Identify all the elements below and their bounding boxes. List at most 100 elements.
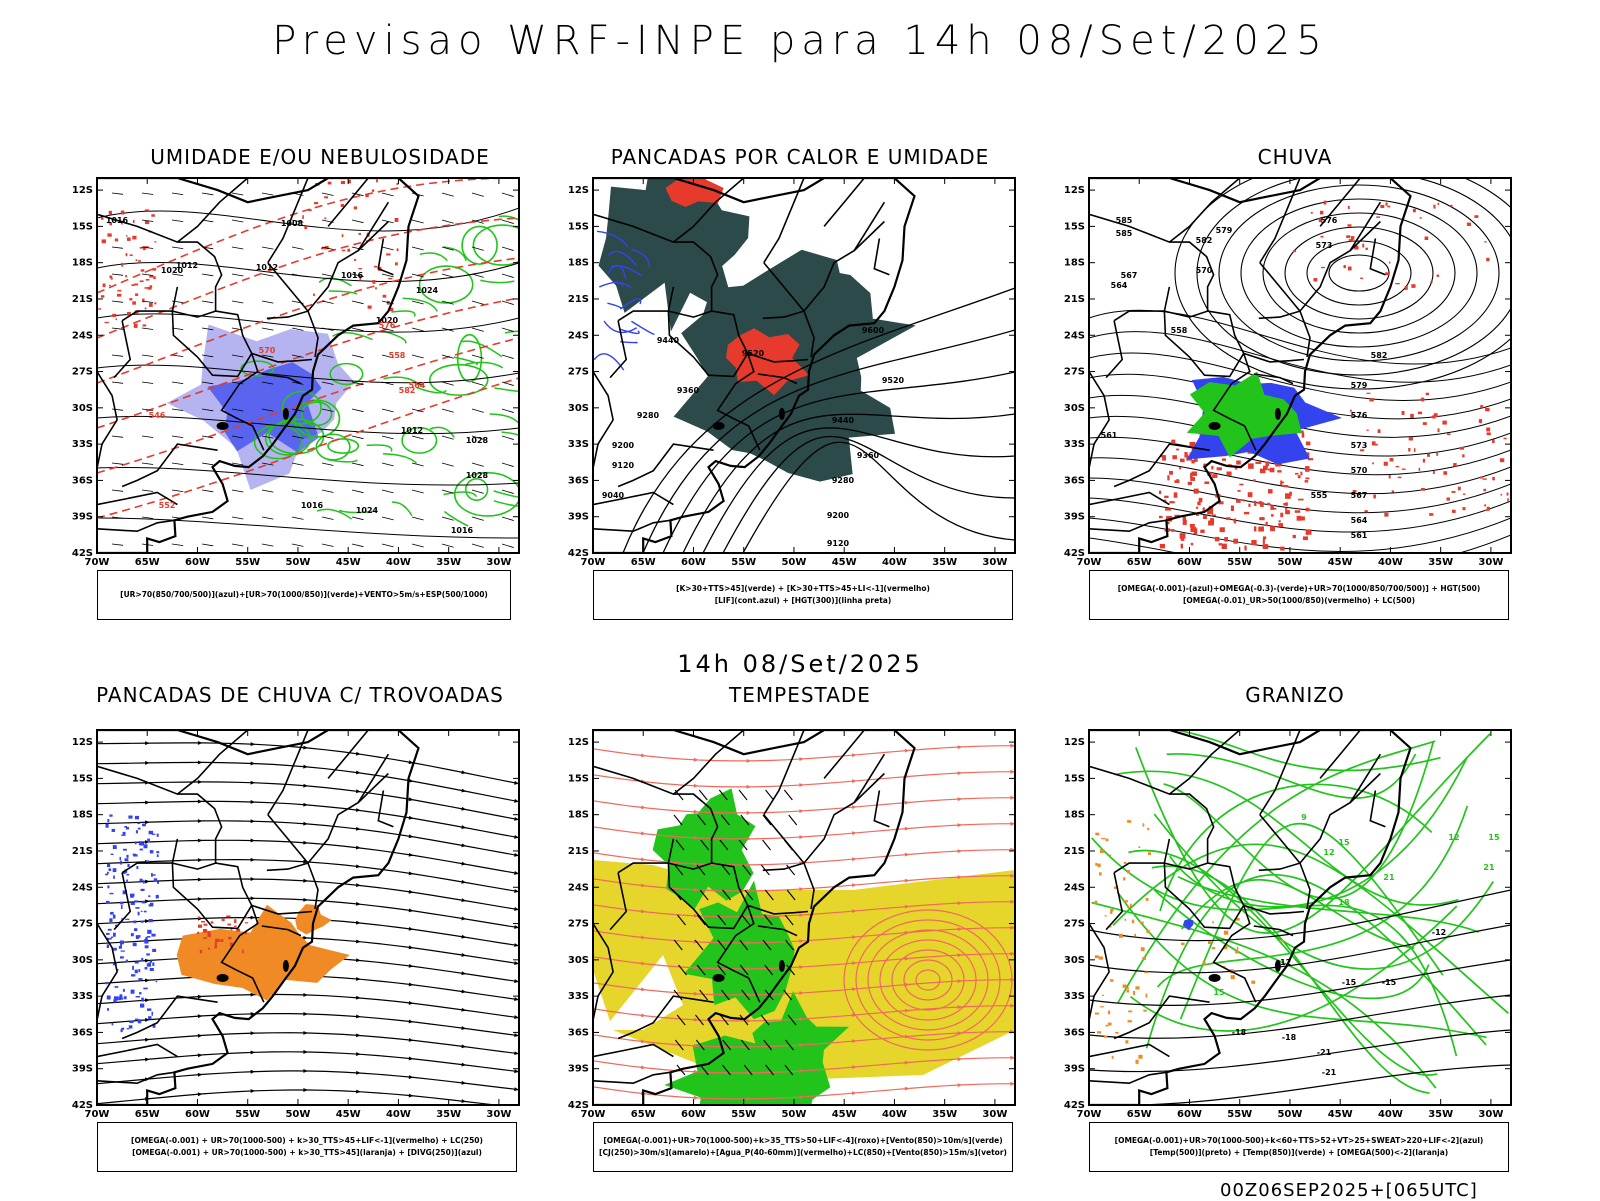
border-line <box>267 814 319 910</box>
border-line <box>121 995 218 1040</box>
contour-label: 9520 <box>742 349 765 358</box>
lon-tick-label: 55W <box>731 1109 756 1120</box>
lat-tick-label: 24S <box>1064 882 1085 893</box>
border-line <box>757 373 798 385</box>
lon-tick-label: 60W <box>1177 557 1202 568</box>
lat-tick-label: 27S <box>568 919 589 930</box>
lat-tick-label: 12S <box>1064 185 1085 196</box>
contour-label: 1016 <box>106 216 129 225</box>
contour-label: 570 <box>1351 466 1368 475</box>
lat-tick-label: 39S <box>1064 1064 1085 1075</box>
lat-tick-label: 39S <box>72 512 93 523</box>
contour-label: 579 <box>1351 381 1368 390</box>
border-line <box>593 923 614 1021</box>
lake <box>216 421 229 430</box>
lat-tick-label: 30S <box>1064 955 1085 966</box>
border-line <box>266 772 389 872</box>
lon-tick-label: 65W <box>135 557 160 568</box>
contour-label: 15 <box>1338 838 1350 847</box>
panel-chuva: CHUVA <box>1050 145 1540 635</box>
contour-label: -18 <box>1282 1033 1297 1042</box>
panel-granizo: GRANIZO <box>1050 683 1540 1173</box>
contour-label: 1016 <box>301 501 324 510</box>
border-line <box>1319 178 1361 227</box>
lat-tick-label: 15S <box>1064 773 1085 784</box>
border-line <box>97 1071 175 1085</box>
border-line <box>873 238 890 276</box>
lon-tick-label: 55W <box>1227 557 1252 568</box>
legend-trovoadas: [OMEGA(-0.001) + UR>70(1000-500) + k>30_… <box>97 1122 517 1172</box>
lon-tick-label: 55W <box>235 557 260 568</box>
border-line <box>1163 310 1245 378</box>
contour-label: 1012 <box>256 263 278 272</box>
border-line <box>1243 904 1305 915</box>
lat-tick-label: 24S <box>72 330 93 341</box>
panel-title: TEMPESTADE <box>729 683 871 707</box>
border-line <box>1089 1071 1167 1085</box>
contour-label: 1012 <box>176 261 198 270</box>
panel-trovoadas: PANCADAS DE CHUVA C/ TROVOADAS <box>55 683 545 1173</box>
lon-tick-label: 60W <box>681 1109 706 1120</box>
coastline <box>593 730 916 1105</box>
lon-tick-label: 45W <box>832 557 857 568</box>
border-line <box>1163 862 1245 930</box>
lat-tick-label: 21S <box>568 294 589 305</box>
contour-label: 21 <box>1483 863 1495 872</box>
border-line <box>1089 371 1110 469</box>
contour-label: 582 <box>1196 236 1213 245</box>
border-line <box>1089 765 1257 1003</box>
map-granizo: -12 -15 -18 -21 -12 -15 -18 -21 15 12 9 21 18 15 12 21 1… <box>1089 730 1511 1105</box>
lon-tick-label: 30W <box>982 1109 1007 1120</box>
contour-label: -12 <box>1432 928 1446 937</box>
lat-tick-label: 21S <box>72 294 93 305</box>
lat-tick-label: 15S <box>72 773 93 784</box>
contour-label: 9600 <box>862 326 885 335</box>
panel-title: CHUVA <box>1257 145 1333 169</box>
lat-tick-label: 39S <box>568 512 589 523</box>
contour-label: 558 <box>389 351 406 360</box>
legend-pancadas-calor: [K>30+TTS>45](verde) + [K>30+TTS>45+LI<-… <box>593 570 1013 620</box>
legend-line: [OMEGA(-0.01)_UR>50(1000/850)(vermelho) … <box>1182 596 1416 605</box>
border-line <box>762 772 885 872</box>
contour-label: 9200 <box>827 511 850 520</box>
border-line <box>1113 286 1171 322</box>
lon-tick-label: 65W <box>631 557 656 568</box>
contour-label: 561 <box>1101 431 1118 440</box>
border-line <box>1105 872 1124 931</box>
lat-tick-label: 36S <box>72 1027 93 1038</box>
coastline <box>97 730 420 1105</box>
border-line <box>593 519 671 533</box>
border-line <box>266 220 389 320</box>
border-line <box>1259 730 1301 816</box>
lon-tick-label: 70W <box>581 1109 606 1120</box>
lat-tick-label: 15S <box>1064 221 1085 232</box>
map-tempestade <box>593 730 1015 1105</box>
lat-tick-label: 33S <box>568 439 589 450</box>
lon-tick-label: 60W <box>681 557 706 568</box>
contour-label: 15 <box>1488 833 1500 842</box>
map-frame <box>592 729 1016 1106</box>
lake <box>1208 421 1221 430</box>
border-line <box>1089 923 1110 1021</box>
contour-label: 1028 <box>466 471 489 480</box>
border-line <box>617 838 675 874</box>
lon-tick-label: 30W <box>982 557 1007 568</box>
border-line <box>261 925 302 937</box>
border-line <box>171 862 253 930</box>
lat-tick-label: 36S <box>1064 1027 1085 1038</box>
lon-tick-label: 50W <box>1277 557 1302 568</box>
contour-label: 1016 <box>451 526 474 535</box>
legend-line: [OMEGA(-0.001)+UR>70(1000-500)+k<60+TTS>… <box>1114 1136 1484 1145</box>
lat-tick-label: 30S <box>568 955 589 966</box>
lon-tick-label: 45W <box>832 1109 857 1120</box>
border-line <box>97 491 178 506</box>
lon-tick-label: 30W <box>1478 1109 1503 1120</box>
lon-tick-label: 60W <box>185 557 210 568</box>
contour-label: 573 <box>1316 241 1333 250</box>
lat-tick-label: 18S <box>568 810 589 821</box>
lon-tick-label: 35W <box>436 557 461 568</box>
border-line <box>763 262 815 358</box>
lat-tick-label: 18S <box>1064 258 1085 269</box>
lat-tick-label: 30S <box>568 403 589 414</box>
border-line <box>1089 519 1167 533</box>
